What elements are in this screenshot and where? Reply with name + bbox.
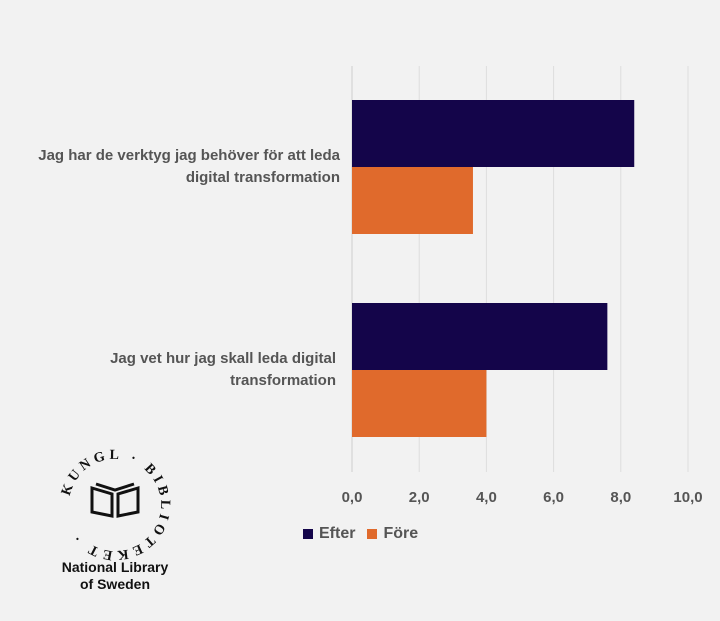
svg-text:KUNGL · BIBLIOTEKET ·: KUNGL · BIBLIOTEKET ·: [59, 448, 172, 563]
bar-efter-0: [352, 100, 635, 167]
x-tick-label-3: 6,0: [543, 489, 564, 506]
legend-swatch-efter: [303, 529, 313, 539]
legend-label-fore: Före: [383, 525, 419, 542]
x-tick-label-5: 10,0: [673, 489, 702, 506]
x-tick-label-0: 0,0: [342, 489, 363, 506]
x-tick-label-4: 8,0: [610, 489, 631, 506]
x-tick-label-2: 4,0: [476, 489, 497, 506]
x-tick-label-1: 2,0: [409, 489, 430, 506]
legend: Efter Före: [303, 525, 418, 543]
category-label-tools-text: Jag har de verktyg jag behöver för att l…: [38, 147, 340, 186]
legend-label-efter: Efter: [319, 525, 356, 542]
legend-swatch-fore: [367, 529, 378, 539]
category-label-tools: Jag har de verktyg jag behöver för att l…: [0, 145, 340, 189]
logo-caption: National Library of Sweden: [30, 559, 200, 593]
logo-caption-line1: National Library: [61, 559, 169, 575]
bar-fore-1: [352, 370, 487, 437]
book-icon: [90, 482, 140, 518]
legend-item-efter: Efter: [303, 525, 355, 543]
bar-fore-0: [352, 167, 473, 234]
legend-item-fore: Före: [367, 525, 418, 543]
category-label-knowhow: Jag vet hur jag skall leda digital trans…: [40, 348, 336, 392]
bar-efter-1: [352, 303, 608, 370]
category-label-knowhow-text: Jag vet hur jag skall leda digital trans…: [110, 350, 336, 389]
kungl-biblioteket-logo: KUNGL · BIBLIOTEKET ·: [59, 448, 172, 563]
logo-caption-line2: of Sweden: [79, 576, 150, 592]
